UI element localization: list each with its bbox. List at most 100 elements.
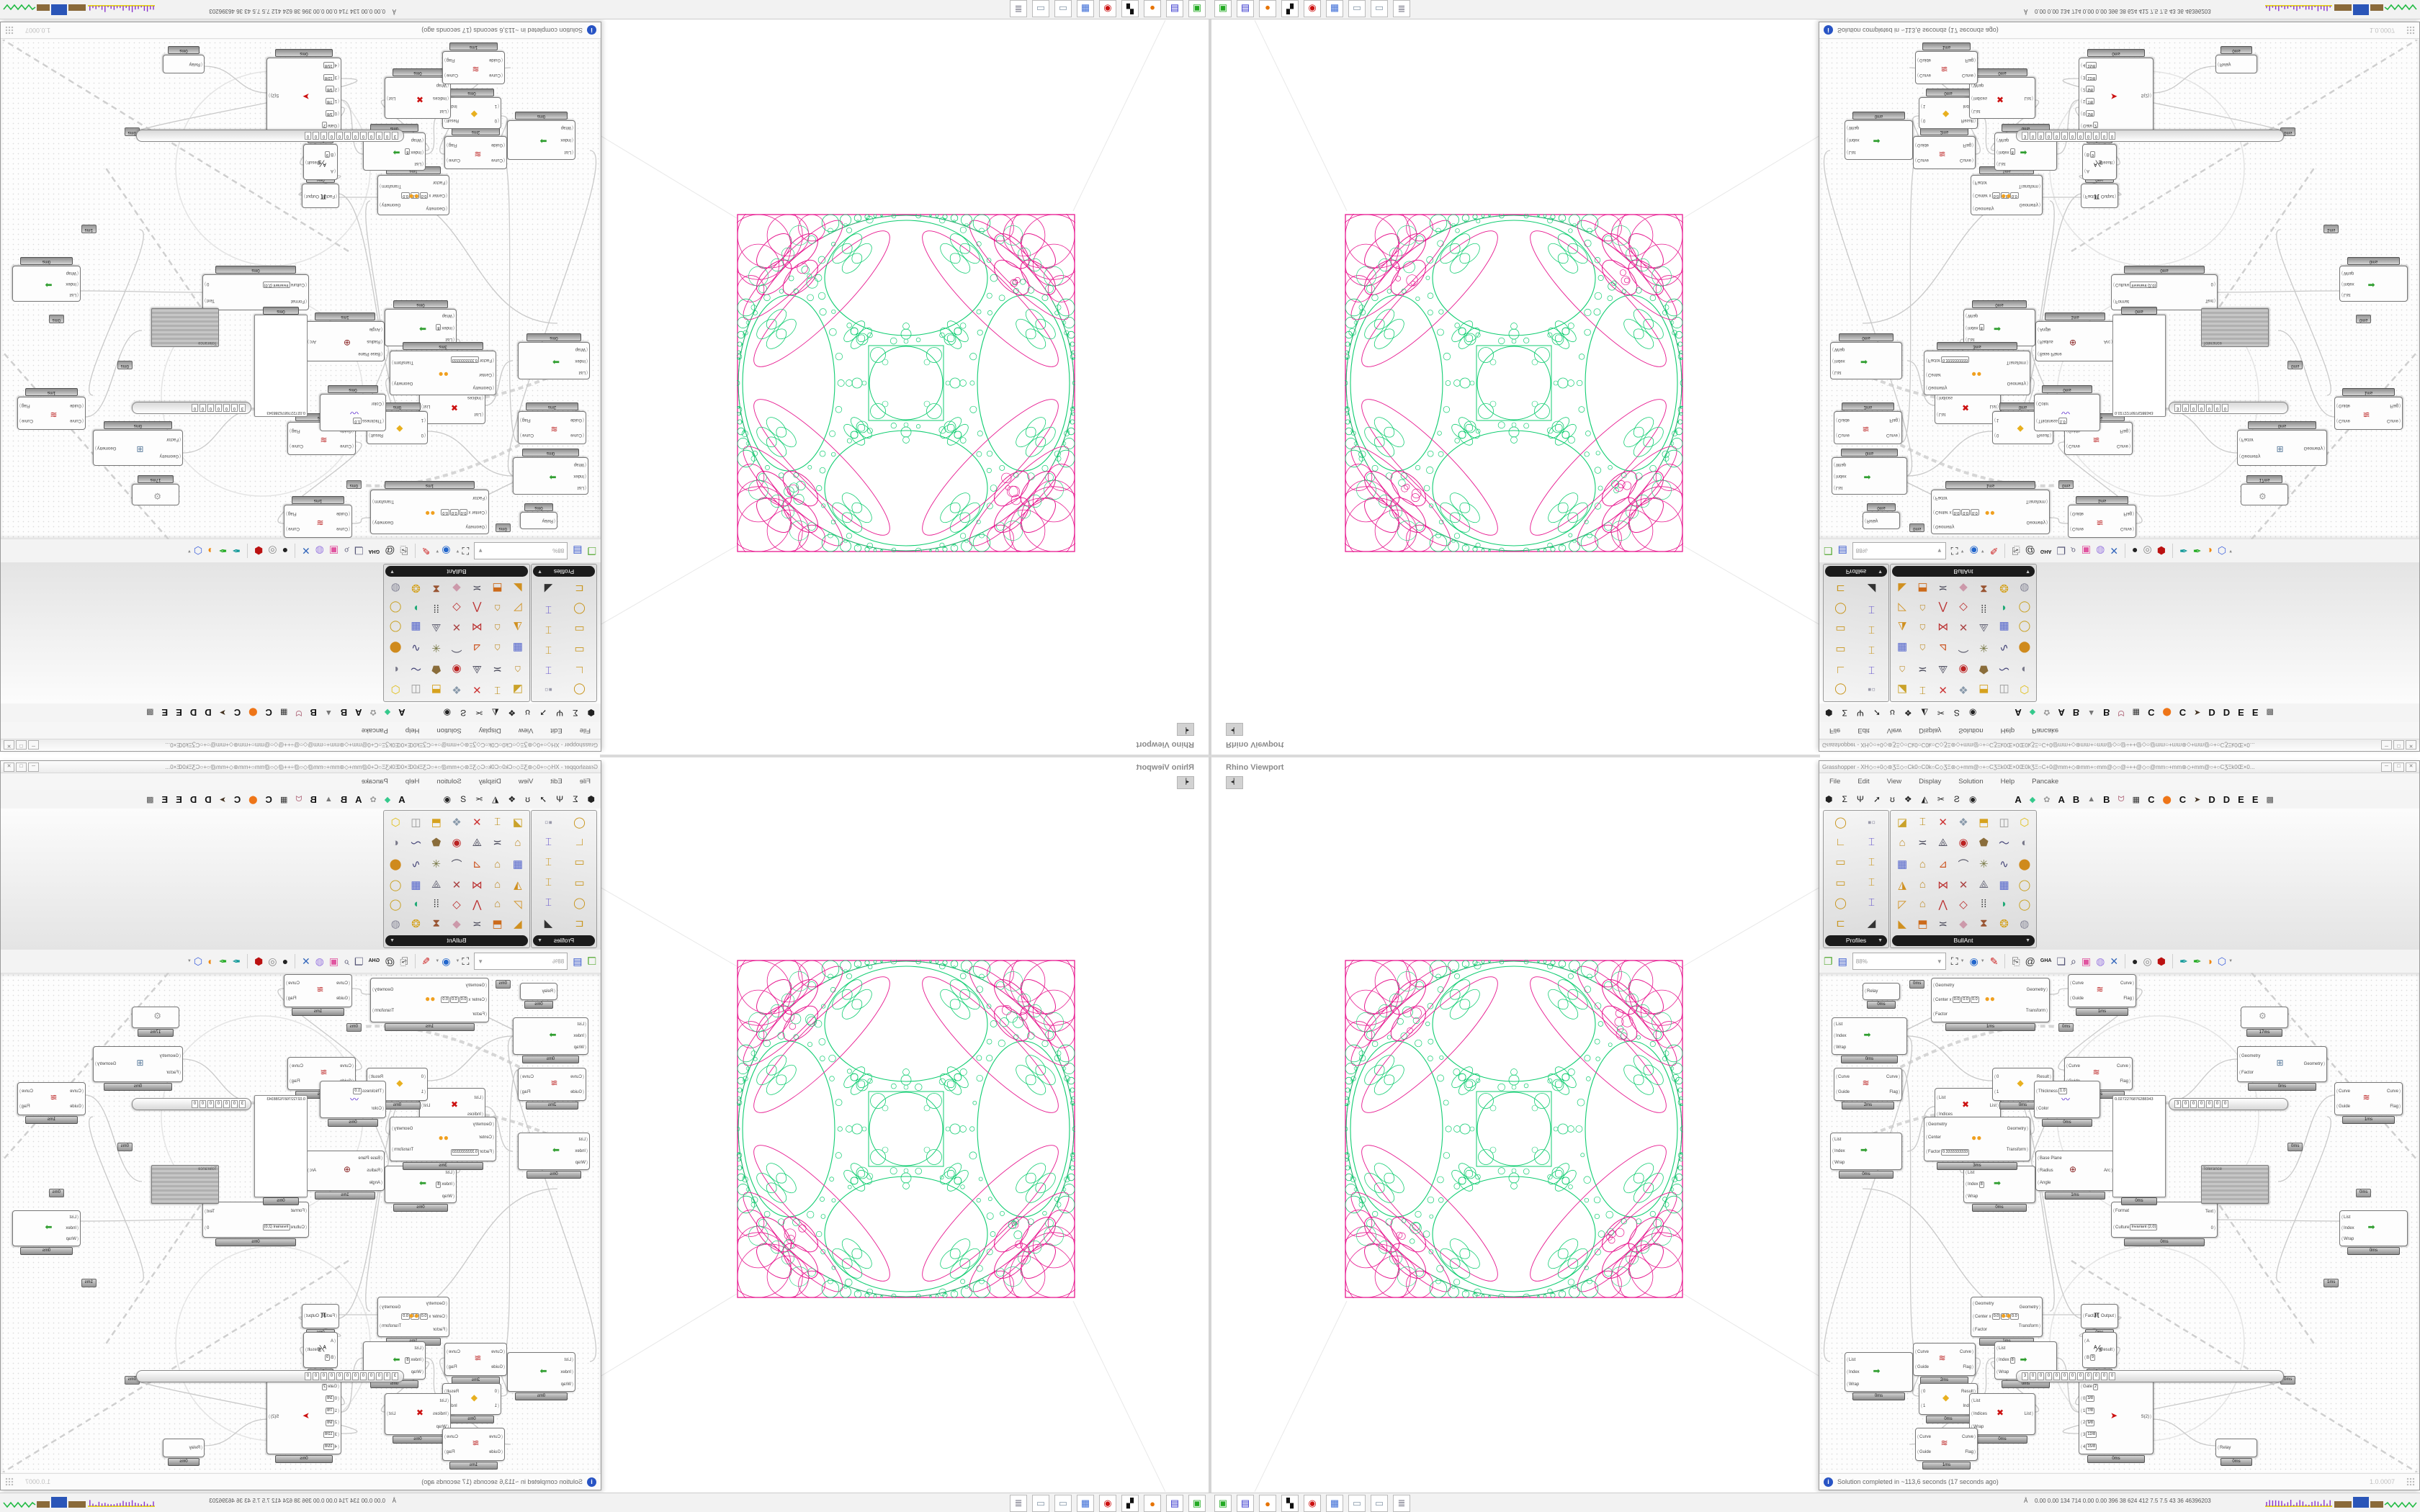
bullant-tool-icon[interactable]: ⋀ [1938, 898, 1948, 911]
bullant-tool-icon[interactable]: ◍ [390, 582, 400, 595]
gh-node-flow-curves-node[interactable]: CurveGuideCurveFlag≋1ms [2068, 496, 2136, 538]
profiles-tool-icon[interactable]: ⌶ [545, 644, 552, 657]
gh-striped-panel[interactable]: Tolerance [2201, 1165, 2269, 1204]
tab-letter-a[interactable]: A [398, 707, 405, 719]
red-badge-icon[interactable]: ◉ [1099, 1495, 1116, 1512]
gh-canvas[interactable]: Relay0msListIndexWrap➡0msCurveGuideCurve… [1, 40, 601, 539]
port-value[interactable]: 0.0 [2001, 1313, 2009, 1320]
port-value[interactable]: 3/8 [326, 109, 334, 117]
mountain-tab[interactable]: ▲ [324, 795, 333, 804]
gh-node-division-node[interactable]: AB9Result⅍0ms [303, 135, 338, 180]
bullant-tool-icon[interactable]: ⋀ [1938, 601, 1948, 614]
tab-display[interactable]: ◉ [443, 794, 452, 804]
tab-display[interactable]: ◉ [1968, 794, 1977, 804]
calculator-icon[interactable]: ▦ [1077, 1495, 1094, 1512]
document-icon[interactable]: ≣ [1010, 0, 1027, 17]
port-value[interactable]: 0.0 [450, 508, 459, 516]
bullant-tool-icon[interactable]: ⬤ [2018, 858, 2031, 870]
profiles-tool-icon[interactable]: ▭ [1835, 856, 1846, 869]
bird-tab[interactable]: ➤ [219, 795, 226, 804]
minimize-button[interactable]: ─ [2381, 740, 2392, 750]
profiles-tool-icon[interactable]: ⌶ [1868, 663, 1875, 676]
bullant-tool-icon[interactable]: ⟁ [1938, 836, 1948, 849]
bullant-tool-icon[interactable]: ◪ [512, 683, 523, 696]
gha-icon[interactable]: GHA [368, 958, 380, 963]
port-value[interactable]: 8 [1978, 324, 1984, 331]
page-arrow-icon[interactable]: ❏ [354, 955, 364, 967]
port-value[interactable]: Invariant {2,0} [2130, 281, 2158, 288]
cow-tab[interactable]: ᗢ [2118, 708, 2125, 718]
teal-marker-icon[interactable]: ✒ [2179, 955, 2188, 967]
gh-node-scale-node[interactable]: GeometryCenterFactor0.3333333333Geometry… [390, 1117, 496, 1170]
profiles-tool-icon[interactable]: ▪▫ [1868, 816, 1876, 829]
light-spheres-icon[interactable]: ◎ [268, 955, 277, 967]
profiles-tool-icon[interactable]: ▭ [574, 623, 585, 636]
tab-letter-b[interactable]: B [2072, 793, 2080, 805]
bullant-tool-icon[interactable]: ⁞⁞ [1981, 898, 1987, 910]
finder-icon[interactable]: ⌕ [2071, 545, 2076, 557]
bullant-tool-icon[interactable]: ✕ [472, 816, 482, 829]
port-value[interactable]: 8 [405, 148, 411, 156]
port-value[interactable]: 9 [324, 150, 330, 158]
bullant-tool-icon[interactable]: ◐ [392, 663, 399, 676]
bullant-tool-icon[interactable]: 〜 [1999, 837, 2010, 850]
bullant-tool-icon[interactable]: ⬡ [2020, 683, 2030, 696]
zoom-extents-icon[interactable]: ⛶ [1950, 955, 1958, 967]
bullant-tool-icon[interactable]: ⌂ [494, 878, 501, 891]
tab-vector[interactable]: ➚ [539, 794, 547, 804]
bullant-tool-icon[interactable]: ⟁ [472, 836, 482, 849]
profiles-tool-icon[interactable]: ⌶ [545, 896, 552, 909]
flower-tab[interactable]: ✿ [2043, 795, 2051, 804]
bullant-tool-icon[interactable]: 〜 [410, 662, 421, 675]
floppy-icon[interactable]: ▤ [1166, 0, 1183, 17]
bullant-tool-icon[interactable]: ⌶ [1919, 684, 1926, 696]
gh-node-transform-node[interactable]: GeometryCenter x0.00.00.0FactorGeometryT… [1971, 1297, 2043, 1346]
gh-node-sort-node[interactable]: 01ResultIndex◆0ms [1919, 1383, 1978, 1423]
balloon-icon[interactable]: ◍ [315, 955, 324, 967]
gh-node-flow-curves-node[interactable]: CurveGuideCurveFlag≋1ms [17, 388, 86, 430]
bullant-tool-icon[interactable]: ⌂ [1919, 621, 1926, 634]
gh-value-panel[interactable]: 0.0272276876288343 0ms [254, 307, 308, 417]
port-value[interactable]: 8 [405, 1356, 411, 1364]
balloon-icon[interactable]: ◍ [315, 545, 324, 557]
gh-node-cull-index-node[interactable]: ListIndicesWrapList✖0ms [385, 1393, 451, 1444]
gh-node-cull-index-node[interactable]: ListIndicesWrapList✖0ms [1969, 1393, 2035, 1444]
tab-letter-d[interactable]: D [189, 707, 197, 719]
firefox-icon[interactable]: ● [1259, 1495, 1276, 1512]
bullant-tool-icon[interactable]: ⁞⁞ [1981, 602, 1987, 614]
port-value[interactable]: 15/8 [323, 1444, 334, 1451]
bullant-tool-icon[interactable]: ⌒ [1958, 641, 1969, 654]
profiles-tool-icon[interactable]: ∟ [574, 663, 585, 676]
gh-node-flow-curves-node[interactable]: CurveGuideCurveFlag≋1ms [442, 42, 505, 84]
tab-params[interactable]: ⬢ [1825, 708, 1833, 718]
grid-tab[interactable]: ▦ [279, 795, 288, 804]
gh-value-panel[interactable]: 0.0272276876288343 0ms [2112, 1095, 2166, 1205]
bullant-tool-icon[interactable]: ⊿ [472, 642, 482, 654]
bullant-tool-icon[interactable]: ⬤ [389, 642, 402, 654]
bullant-tool-icon[interactable]: ◯ [389, 601, 402, 614]
bullant-tool-icon[interactable]: ◍ [390, 917, 400, 930]
profiles-tool-icon[interactable]: ⊏ [1836, 582, 1845, 595]
port-value[interactable]: 2 [321, 122, 327, 129]
tab-maths[interactable]: Σ [573, 794, 578, 804]
save-icon[interactable]: ▤ [1837, 955, 1847, 967]
bullant-tool-icon[interactable]: ◗ [412, 602, 419, 614]
page-arrow-icon[interactable]: ❏ [354, 545, 364, 557]
bullant-tool-icon[interactable]: ✳ [431, 642, 442, 654]
bullant-tool-icon[interactable]: ✕ [1958, 621, 1968, 634]
port-value[interactable]: 9 [2090, 150, 2096, 158]
bullant-tool-icon[interactable]: ⊿ [1938, 858, 1948, 870]
rhino-viewport[interactable]: Rhino Viewport ◂▏ [600, 756, 1210, 1494]
save-icon[interactable]: ▤ [573, 955, 583, 967]
bullant-tool-icon[interactable]: ◉ [452, 837, 462, 849]
port-value[interactable]: 9 [2090, 1354, 2096, 1362]
gh-node-flow-curves-node[interactable]: CurveGuideCurveFlag≋1ms [284, 496, 352, 538]
bullant-tool-icon[interactable]: ⬟ [1978, 663, 1989, 675]
menu-item-view[interactable]: View [518, 726, 534, 734]
light-spheres-icon[interactable]: ◎ [2143, 545, 2152, 557]
port-value[interactable]: 8 [2009, 148, 2015, 156]
